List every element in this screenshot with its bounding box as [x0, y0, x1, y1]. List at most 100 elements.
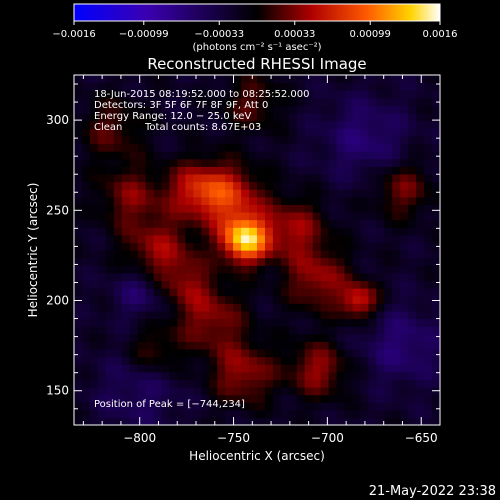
heatmap-cell — [312, 280, 322, 289]
heatmap-cell — [368, 341, 377, 350]
heatmap-cell — [121, 288, 131, 297]
heatmap-cell — [145, 272, 155, 282]
heatmap-cell — [424, 250, 433, 259]
heatmap-cell — [368, 135, 377, 145]
heatmap-cell — [280, 394, 290, 403]
heatmap-cell — [89, 113, 99, 122]
heatmap-cell — [81, 135, 91, 145]
heatmap-cell — [81, 128, 91, 137]
heatmap-cell — [105, 348, 115, 358]
heatmap-cell — [344, 143, 354, 152]
heatmap-cell — [344, 379, 354, 388]
heatmap-cell — [416, 341, 425, 350]
heatmap-cell — [177, 310, 186, 320]
heatmap-cell — [368, 348, 377, 358]
heatmap-cell — [193, 196, 202, 205]
heatmap-cell — [74, 113, 83, 122]
heatmap-cell — [153, 364, 163, 373]
heatmap-cell — [89, 158, 99, 167]
heatmap-cell — [145, 211, 155, 221]
heatmap-cell — [169, 82, 179, 91]
heatmap-cell — [81, 371, 91, 380]
heatmap-cell — [392, 250, 401, 259]
heatmap-cell — [81, 90, 91, 99]
heatmap-cell — [352, 288, 362, 297]
heatmap-cell — [257, 105, 266, 114]
heatmap-cell — [432, 417, 440, 425]
heatmap-cell — [241, 417, 250, 425]
heatmap-cell — [121, 318, 131, 327]
heatmap-cell — [193, 105, 202, 114]
heatmap-cell — [129, 318, 139, 327]
heatmap-cell — [249, 364, 258, 373]
heatmap-cell — [201, 318, 210, 327]
heatmap-cell — [280, 257, 290, 266]
heatmap-cell — [384, 371, 393, 380]
heatmap-cell — [81, 227, 91, 236]
heatmap-cell — [344, 211, 354, 221]
heatmap-cell — [193, 181, 202, 190]
heatmap-cell — [408, 386, 417, 396]
heatmap-cell — [249, 120, 258, 129]
heatmap-cell — [296, 173, 306, 183]
heatmap-cell — [233, 402, 242, 411]
heatmap-cell — [352, 227, 362, 236]
heatmap-cell — [432, 409, 440, 418]
heatmap-cell — [121, 227, 131, 236]
heatmap-cell — [376, 295, 385, 304]
heatmap-cell — [360, 386, 369, 396]
heatmap-cell — [209, 211, 218, 221]
heatmap-cell — [320, 417, 330, 425]
heatmap-cell — [328, 219, 338, 228]
heatmap-cell — [153, 303, 163, 312]
heatmap-cell — [225, 120, 234, 129]
heatmap-cell — [257, 371, 266, 380]
heatmap-cell — [432, 105, 440, 114]
heatmap-cell — [209, 295, 218, 304]
heatmap-cell — [400, 265, 409, 274]
heatmap-cell — [400, 310, 409, 320]
heatmap-cell — [312, 265, 322, 274]
heatmap-cell — [217, 356, 226, 365]
heatmap-cell — [296, 151, 306, 160]
heatmap-cell — [217, 265, 226, 274]
heatmap-cell — [400, 356, 409, 365]
heatmap-cell — [328, 143, 338, 152]
heatmap-cell — [288, 318, 298, 327]
heatmap-cell — [257, 288, 266, 297]
heatmap-cell — [368, 250, 377, 259]
heatmap-cell — [185, 234, 194, 243]
heatmap-cell — [153, 158, 163, 167]
heatmap-cell — [185, 219, 194, 228]
heatmap-cell — [193, 234, 202, 243]
heatmap-cell — [288, 90, 298, 99]
heatmap-cell — [408, 97, 417, 107]
heatmap-cell — [121, 394, 131, 403]
colorbar-units: (photons cm⁻² s⁻¹ asec⁻²) — [192, 42, 321, 53]
heatmap-cell — [320, 189, 330, 198]
heatmap-cell — [280, 310, 290, 320]
heatmap-cell — [288, 219, 298, 228]
heatmap-cell — [161, 120, 171, 129]
heatmap-cell — [360, 356, 369, 365]
heatmap-cell — [121, 272, 131, 282]
heatmap-cell — [400, 181, 409, 190]
heatmap-cell — [288, 75, 298, 84]
heatmap-cell — [145, 250, 155, 259]
heatmap-cell — [137, 333, 147, 342]
heatmap-cell — [209, 105, 218, 114]
heatmap-cell — [360, 280, 369, 289]
heatmap-cell — [145, 364, 155, 373]
heatmap-cell — [137, 75, 147, 84]
heatmap-cell — [304, 82, 314, 91]
heatmap-cell — [424, 371, 433, 380]
heatmap-cell — [384, 90, 393, 99]
heatmap-cell — [97, 310, 107, 320]
heatmap-cell — [185, 417, 194, 425]
heatmap-cell — [272, 75, 282, 84]
heatmap-cell — [376, 211, 385, 221]
heatmap-cell — [241, 303, 250, 312]
heatmap-cell — [225, 364, 234, 373]
heatmap-cell — [137, 82, 147, 91]
heatmap-cell — [249, 227, 258, 236]
